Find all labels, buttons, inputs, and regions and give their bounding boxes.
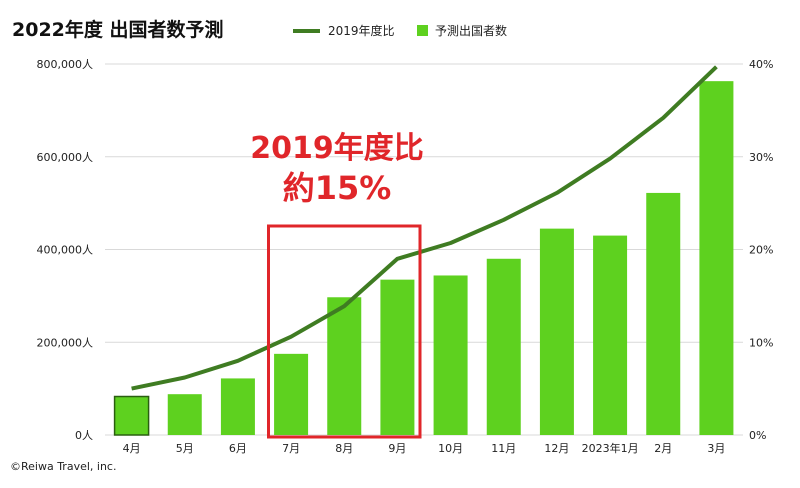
y-right-tick-label: 0% — [749, 429, 766, 442]
x-tick-label: 9月 — [388, 442, 406, 455]
bar — [220, 378, 255, 435]
y-left-tick-label: 600,000人 — [37, 151, 94, 164]
x-tick-label: 10月 — [438, 442, 463, 455]
bar — [646, 192, 681, 435]
y-right-tick-label: 30% — [749, 151, 773, 164]
bar — [699, 81, 734, 435]
bar — [380, 279, 415, 435]
legend-bar-swatch — [417, 25, 428, 36]
x-tick-label: 11月 — [491, 442, 516, 455]
y-axis-left: 0人 200,000人 400,000人 600,000人 800,000人 — [37, 58, 94, 442]
bar — [274, 353, 309, 435]
x-tick-label: 3月 — [707, 442, 725, 455]
highlight-label-line1: 2019年度比 — [250, 131, 424, 166]
y-left-tick-label: 400,000人 — [37, 244, 94, 257]
bar — [433, 275, 468, 435]
x-tick-label: 6月 — [229, 442, 247, 455]
bar — [167, 394, 202, 435]
x-axis-ticks: 4月 5月 6月 7月 8月 9月 10月 11月 12月 2023年1月 2月 3月 — [123, 441, 726, 455]
bar — [113, 395, 150, 436]
x-tick-label: 7月 — [282, 442, 300, 455]
y-right-tick-label: 10% — [749, 336, 773, 349]
y-left-tick-label: 800,000人 — [37, 58, 94, 71]
legend: 2019年度比 予測出国者数 — [293, 23, 507, 38]
x-tick-label: 2023年1月 — [582, 441, 639, 455]
series-line-2019-ratio — [131, 65, 718, 391]
x-tick-label: 12月 — [544, 442, 569, 455]
y-axis-right: 0% 10% 20% 30% 40% — [749, 58, 773, 442]
bars — [113, 81, 734, 436]
x-tick-label: 5月 — [176, 442, 194, 455]
credit: ©Reiwa Travel, inc. — [10, 460, 116, 473]
y-right-tick-label: 20% — [749, 244, 773, 257]
legend-line-label: 2019年度比 — [328, 23, 395, 38]
y-left-tick-label: 200,000人 — [37, 336, 94, 349]
legend-bar-label: 予測出国者数 — [435, 23, 507, 38]
bar — [539, 228, 574, 435]
x-tick-label: 8月 — [335, 442, 353, 455]
x-tick-label: 2月 — [654, 442, 672, 455]
bar — [327, 297, 362, 435]
bar — [593, 235, 628, 435]
highlight-label-line2: 約15% — [283, 169, 392, 207]
highlight-box — [267, 224, 422, 439]
x-tick-label: 4月 — [123, 442, 141, 455]
gridlines — [105, 63, 743, 436]
y-left-tick-label: 0人 — [75, 429, 93, 442]
bar — [486, 258, 521, 435]
chart-title: 2022年度 出国者数予測 — [12, 18, 224, 41]
y-right-tick-label: 40% — [749, 58, 773, 71]
